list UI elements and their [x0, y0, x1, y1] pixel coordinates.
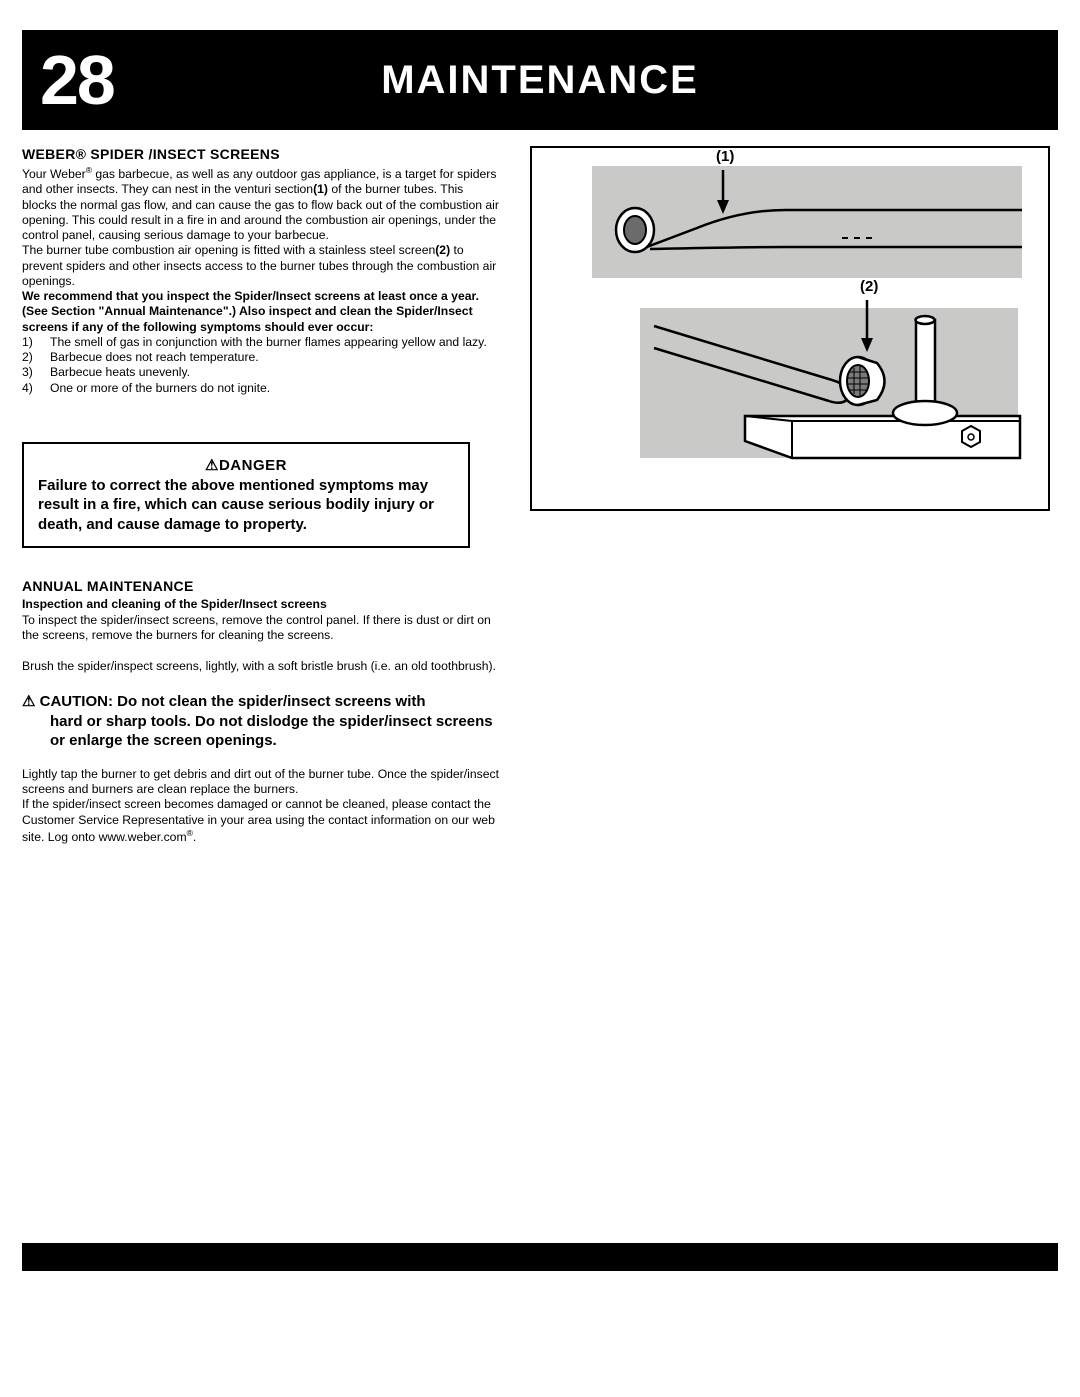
list-text: Barbecue does not reach temperature.: [50, 350, 500, 365]
section-title-screens: WEBER® SPIDER /INSECT SCREENS: [22, 146, 500, 162]
header-bar: 28 MAINTENANCE: [22, 30, 1058, 130]
ref-1: (1): [313, 182, 328, 196]
list-number: 2): [22, 350, 50, 365]
footer-bar: [22, 1243, 1058, 1271]
list-text: One or more of the burners do not ignite…: [50, 381, 500, 396]
recommend-paragraph: We recommend that you inspect the Spider…: [22, 289, 500, 335]
list-text: The smell of gas in conjunction with the…: [50, 335, 500, 350]
paragraph-1: Your Weber® gas barbecue, as well as any…: [22, 165, 500, 243]
right-column: (1) (2): [530, 146, 1058, 845]
diagram-svg: [532, 148, 1052, 513]
annual-p2: Brush the spider/inspect screens, lightl…: [22, 659, 500, 674]
caution-block: ⚠ CAUTION: Do not clean the spider/insec…: [22, 692, 500, 751]
text: Your Weber: [22, 167, 86, 181]
content-area: WEBER® SPIDER /INSECT SCREENS Your Weber…: [22, 130, 1058, 845]
burner-tube-top: [616, 208, 1022, 252]
page-number: 28: [22, 40, 114, 120]
text: If the spider/insect screen becomes dama…: [22, 797, 495, 844]
spacer: [22, 751, 500, 767]
list-item: 2) Barbecue does not reach temperature.: [22, 350, 500, 365]
page-title: MAINTENANCE: [381, 58, 699, 103]
left-column: WEBER® SPIDER /INSECT SCREENS Your Weber…: [22, 146, 500, 845]
arrow-1-head: [717, 200, 729, 214]
danger-box: ⚠DANGER Failure to correct the above men…: [22, 442, 470, 549]
list-number: 3): [22, 365, 50, 380]
section-title-annual: ANNUAL MAINTENANCE: [22, 578, 500, 594]
burner-assembly-bottom: [654, 316, 1020, 458]
annual-p1: To inspect the spider/insect screens, re…: [22, 613, 500, 644]
spacer: [22, 643, 500, 659]
paragraph-2: The burner tube combustion air opening i…: [22, 243, 500, 289]
danger-body: Failure to correct the above mentioned s…: [38, 476, 454, 535]
list-text: Barbecue heats unevenly.: [50, 365, 500, 380]
subheading-inspection: Inspection and cleaning of the Spider/In…: [22, 597, 500, 612]
list-number: 1): [22, 335, 50, 350]
ref-2: (2): [435, 243, 450, 257]
list-item: 3) Barbecue heats unevenly.: [22, 365, 500, 380]
symptom-list: 1) The smell of gas in conjunction with …: [22, 335, 500, 396]
text: The burner tube combustion air opening i…: [22, 243, 435, 257]
list-item: 1) The smell of gas in conjunction with …: [22, 335, 500, 350]
list-number: 4): [22, 381, 50, 396]
caution-rest: hard or sharp tools. Do not dislodge the…: [22, 712, 500, 751]
arrow-2-head: [861, 338, 873, 352]
caution-line1: ⚠ CAUTION: Do not clean the spider/insec…: [22, 692, 500, 712]
diagram-frame: (1) (2): [530, 146, 1050, 511]
manual-page: 28 MAINTENANCE WEBER® SPIDER /INSECT SCR…: [0, 0, 1080, 1397]
list-item: 4) One or more of the burners do not ign…: [22, 381, 500, 396]
text: .: [193, 830, 196, 844]
annual-p3: Lightly tap the burner to get debris and…: [22, 767, 500, 798]
danger-title: ⚠DANGER: [38, 456, 454, 474]
annual-p4: If the spider/insect screen becomes dama…: [22, 797, 500, 845]
